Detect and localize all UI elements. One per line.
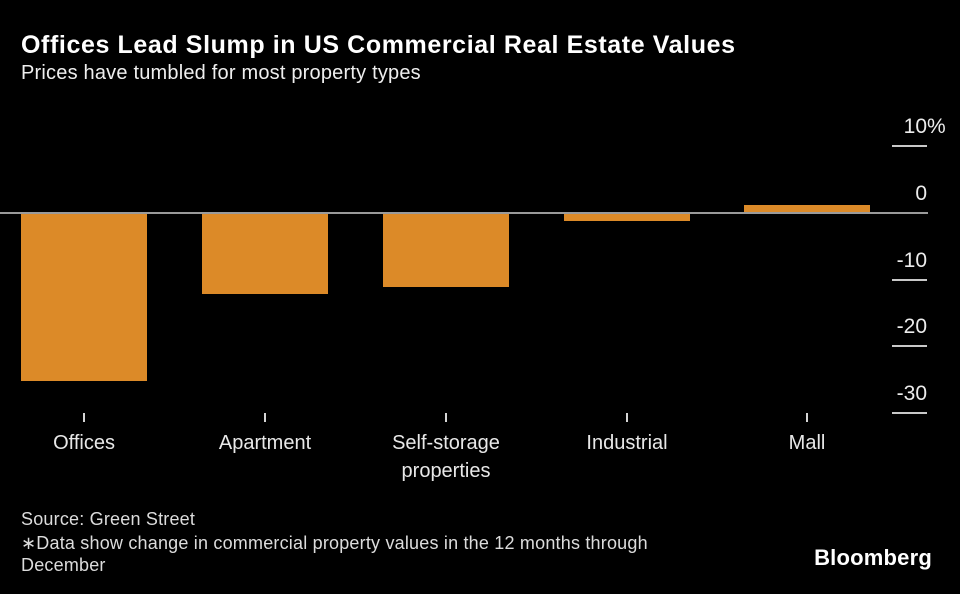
x-axis-label-offices: Offices [53, 432, 115, 454]
x-axis-tick-apartment [264, 413, 266, 422]
source-note: Source: Green Street [21, 509, 196, 529]
x-axis-label-apartment: Apartment [218, 432, 312, 454]
zero-axis-line [0, 212, 928, 214]
x-axis-tick-self-storage-properties [445, 413, 447, 422]
x-axis-tick-mall [806, 413, 808, 422]
percent-suffix: % [927, 115, 946, 138]
x-axis-label-self-storage-properties: Self-storage properties [392, 432, 500, 482]
y-axis-tick--20 [892, 345, 927, 347]
bar-apartment [202, 214, 328, 294]
y-axis-label-0: 0 [915, 182, 927, 205]
chart-subtitle: Prices have tumbled for most property ty… [21, 62, 421, 84]
y-axis-label--10: -10 [896, 249, 927, 272]
y-axis-label--30: -30 [896, 382, 927, 405]
footnote-line-1: ∗Data show change in commercial property… [21, 533, 648, 553]
bar-offices [21, 214, 147, 381]
x-axis-tick-offices [83, 413, 85, 422]
chart-title: Offices Lead Slump in US Commercial Real… [21, 31, 736, 59]
bar-self-storage-properties [383, 214, 509, 287]
footnote-line-2: December [21, 555, 106, 575]
y-axis-tick-10- [892, 145, 927, 147]
x-axis-label-mall: Mall [788, 432, 826, 454]
y-axis-tick--30 [892, 412, 927, 414]
x-axis-label-industrial: Industrial [586, 432, 668, 454]
bar-mall [744, 205, 870, 212]
x-axis-tick-industrial [626, 413, 628, 422]
bloomberg-logo: Bloomberg [814, 545, 932, 570]
y-axis-label-10-: 10% [903, 115, 946, 138]
bar-industrial [564, 214, 690, 221]
y-axis-label--20: -20 [896, 315, 927, 338]
footnote: ∗Data show change in commercial property… [21, 532, 648, 576]
y-axis-tick--10 [892, 279, 927, 281]
